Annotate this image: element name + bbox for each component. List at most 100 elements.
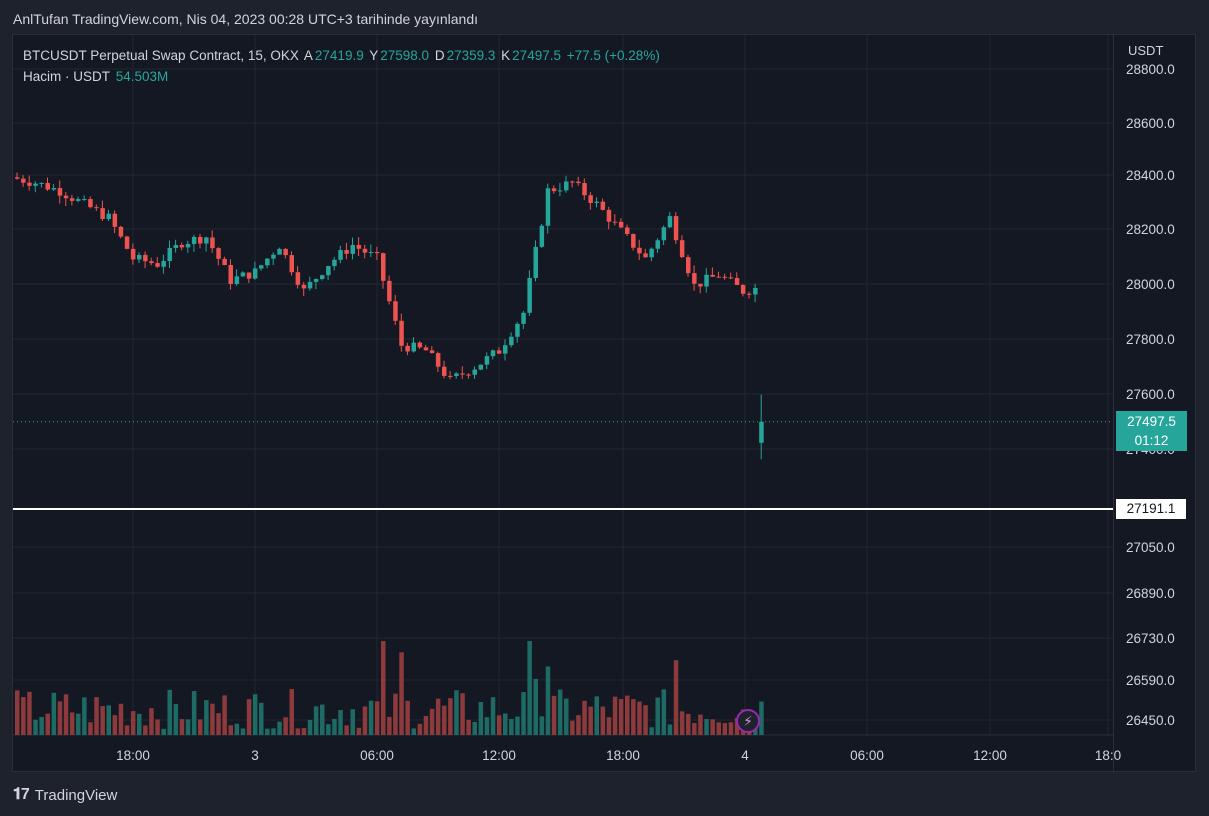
low-label: D: [434, 48, 445, 63]
candle-body: [295, 272, 301, 285]
candle-body: [234, 276, 240, 284]
volume-bar: [557, 689, 563, 735]
candle-body: [551, 188, 557, 192]
candle-body: [698, 283, 703, 287]
volume-bar: [210, 703, 215, 735]
candle-body: [356, 244, 362, 249]
lightning-bolt-icon[interactable]: ⚡: [736, 709, 760, 733]
candle-body: [76, 199, 81, 201]
volume-bar: [320, 704, 325, 735]
candle-body: [88, 199, 93, 208]
volume-bar: [594, 696, 599, 735]
volume-bar: [460, 693, 465, 735]
candle-body: [460, 373, 465, 375]
price-tick-label: 28800.0: [1126, 62, 1175, 77]
chart-frame[interactable]: 28800.0 28600.0 28400.0 28200.0 28000.0 27800…: [12, 34, 1196, 773]
candle-body: [655, 240, 660, 249]
volume-bar: [179, 719, 185, 735]
current-price-badge: 27497.5 01:12: [1116, 411, 1187, 451]
candle-body: [515, 323, 520, 337]
volume-bar: [307, 719, 313, 735]
volume-bar: [551, 695, 557, 735]
volume-bar: [39, 716, 44, 735]
volume-bar: [228, 725, 233, 735]
volume-bar: [539, 716, 545, 735]
volume-bar: [362, 706, 368, 735]
low-value: 27359.3: [446, 48, 496, 63]
price-axis-separator: [1113, 35, 1114, 773]
candle-body: [722, 276, 728, 278]
time-tick-label: 12:00: [973, 748, 1007, 763]
price-tick-label: 26450.0: [1126, 713, 1175, 728]
price-tick-label: 28200.0: [1126, 222, 1175, 237]
candle-body: [594, 201, 599, 203]
symbol-title[interactable]: BTCUSDT Perpetual Swap Contract, 15, OKX: [23, 48, 299, 63]
volume-bar: [216, 713, 221, 735]
volume-bar: [673, 660, 679, 735]
volume-bar: [100, 706, 105, 735]
candle-body: [374, 251, 380, 254]
volume-label[interactable]: Hacim · USDT: [23, 69, 110, 84]
volume-bar: [368, 700, 374, 735]
candle-body: [411, 342, 416, 352]
chart-canvas[interactable]: 28800.0 28600.0 28400.0 28200.0 28000.0 27800…: [13, 35, 1195, 771]
candle-body: [734, 278, 740, 285]
candle-body: [252, 268, 258, 279]
candle-body: [283, 248, 288, 256]
candle-body: [509, 336, 514, 346]
volume-bar: [252, 694, 258, 735]
candle-body: [124, 236, 130, 249]
candle-body: [246, 272, 252, 279]
candle-body: [631, 233, 636, 248]
candle-body: [173, 244, 179, 249]
candle-body: [686, 257, 691, 274]
volume-bar: [15, 690, 20, 735]
volume-bar: [417, 723, 423, 735]
candle-body: [521, 312, 526, 324]
volume-bar: [606, 717, 612, 735]
candle-body: [539, 225, 545, 247]
volume-value: 54.503M: [115, 69, 169, 84]
volume-bar: [588, 706, 593, 735]
volume-bar: [393, 693, 398, 735]
volume-bar: [271, 728, 276, 735]
candle-body: [368, 251, 374, 253]
volume-bar: [564, 698, 569, 735]
volume-bar: [570, 720, 575, 735]
volume-bar: [143, 725, 148, 735]
candle-body: [161, 260, 166, 267]
candle-body: [618, 221, 624, 228]
volume-bar: [411, 728, 416, 735]
candle-body: [649, 248, 654, 258]
volume-bar: [435, 698, 441, 735]
currency-label[interactable]: USDT: [1128, 43, 1164, 58]
volume-bar: [466, 719, 471, 735]
candle-body: [338, 250, 343, 260]
volume-bar: [399, 652, 404, 735]
candle-body: [307, 281, 313, 289]
legend-row-volume: Hacim · USDT 54.503M: [23, 66, 662, 87]
candle-body: [429, 350, 435, 354]
volume-bar: [496, 715, 502, 735]
volume-bar: [283, 717, 288, 735]
volume-bar: [57, 701, 63, 735]
candle-body: [600, 201, 606, 210]
candle-body: [490, 350, 496, 357]
candle-body: [21, 178, 26, 183]
candle-body: [588, 195, 593, 203]
volume-bar: [234, 723, 240, 735]
high-value: 27598.0: [380, 48, 430, 63]
volume-bar: [759, 701, 764, 735]
brand-footer[interactable]: 𝟏7 TradingView: [13, 786, 117, 804]
candle-body: [326, 266, 331, 276]
candle-body: [63, 195, 69, 199]
volume-bar: [88, 722, 93, 735]
volume-bar: [655, 697, 660, 735]
candle-body: [716, 276, 721, 278]
level-price-badge: 27191.1: [1116, 499, 1186, 519]
volume-bar: [661, 689, 667, 735]
volume-bar: [21, 697, 26, 735]
volume-bar: [149, 708, 154, 735]
volume-bar: [704, 718, 709, 735]
candle-body: [387, 280, 392, 302]
